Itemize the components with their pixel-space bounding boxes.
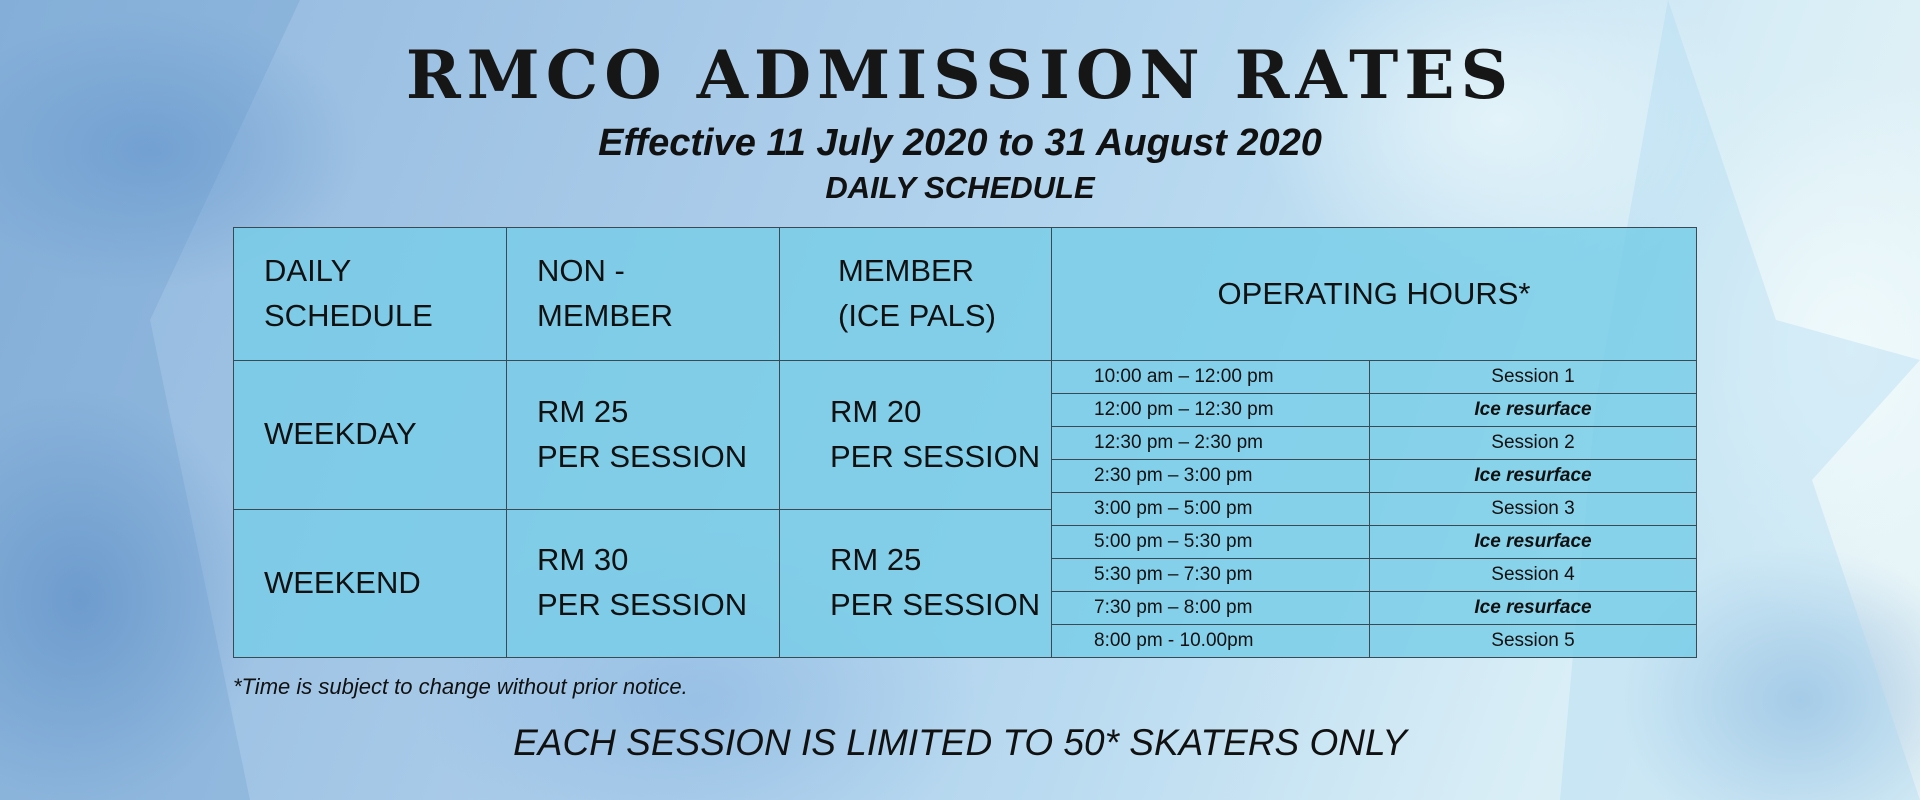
- hours-row: 2:30 pm – 3:00 pm Ice resurface: [1052, 458, 1696, 493]
- time-range: 2:30 pm – 3:00 pm: [1052, 458, 1370, 493]
- time-range: 3:00 pm – 5:00 pm: [1052, 491, 1370, 526]
- activity: Ice resurface: [1369, 524, 1696, 559]
- time-range: 12:00 pm – 12:30 pm: [1052, 392, 1370, 427]
- activity: Session 5: [1369, 623, 1696, 657]
- operating-hours-table: 10:00 am – 12:00 pm Session 1 12:00 pm – 1…: [1052, 361, 1696, 657]
- non-member-rate: RM 25 PER SESSION: [506, 360, 780, 510]
- time-range: 7:30 pm – 8:00 pm: [1052, 590, 1370, 625]
- table-header-row: DAILY SCHEDULE NON - MEMBER MEMBER (ICE PAL…: [233, 227, 1697, 361]
- day-type: WEEKDAY: [233, 360, 507, 510]
- hours-row: 7:30 pm – 8:00 pm Ice resurface: [1052, 590, 1696, 625]
- non-member-rate: RM 30 PER SESSION: [506, 508, 780, 658]
- admission-rates-table: DAILY SCHEDULE NON - MEMBER MEMBER (ICE PAL…: [233, 227, 1697, 658]
- subtitle: DAILY SCHEDULE: [825, 170, 1095, 205]
- page-title: RMCO ADMISSION RATES: [405, 36, 1515, 114]
- activity: Ice resurface: [1369, 458, 1696, 493]
- hours-row: 12:00 pm – 12:30 pm Ice resurface: [1052, 392, 1696, 427]
- time-range: 5:00 pm – 5:30 pm: [1052, 524, 1370, 559]
- hours-row: 8:00 pm - 10.00pm Session 5: [1052, 623, 1696, 657]
- header-member: MEMBER (ICE PALS): [779, 227, 1052, 361]
- header-non-member: NON - MEMBER: [506, 227, 780, 361]
- activity: Session 1: [1369, 361, 1696, 394]
- session-limit-notice: EACH SESSION IS LIMITED TO 50* SKATERS O…: [513, 722, 1407, 763]
- activity: Ice resurface: [1369, 590, 1696, 625]
- hours-row: 12:30 pm – 2:30 pm Session 2: [1052, 425, 1696, 460]
- effective-dates: Effective 11 July 2020 to 31 August 2020: [598, 122, 1322, 164]
- hours-row: 5:00 pm – 5:30 pm Ice resurface: [1052, 524, 1696, 559]
- table-row: WEEKEND RM 30 PER SESSION RM 25 PER SESSIO…: [233, 508, 1697, 658]
- member-rate: RM 20 PER SESSION: [779, 360, 1052, 510]
- table-row: WEEKDAY RM 25 PER SESSION RM 20 PER SESSIO…: [233, 360, 1697, 658]
- hours-row: 10:00 am – 12:00 pm Session 1: [1052, 361, 1696, 394]
- activity: Ice resurface: [1369, 392, 1696, 427]
- hours-row: 3:00 pm – 5:00 pm Session 3: [1052, 491, 1696, 526]
- time-range: 8:00 pm - 10.00pm: [1052, 623, 1370, 657]
- header-operating-hours: OPERATING HOURS*: [1051, 227, 1697, 361]
- activity: Session 3: [1369, 491, 1696, 526]
- time-range: 12:30 pm – 2:30 pm: [1052, 425, 1370, 460]
- member-rate: RM 25 PER SESSION: [779, 508, 1052, 658]
- time-range: 5:30 pm – 7:30 pm: [1052, 557, 1370, 592]
- activity: Session 4: [1369, 557, 1696, 592]
- header-daily-schedule: DAILY SCHEDULE: [233, 227, 507, 361]
- time-range: 10:00 am – 12:00 pm: [1052, 361, 1370, 394]
- operating-hours-cell: 10:00 am – 12:00 pm Session 1 12:00 pm – 1…: [1051, 360, 1697, 658]
- activity: Session 2: [1369, 425, 1696, 460]
- footnote: *Time is subject to change without prior…: [233, 674, 688, 699]
- hours-row: 5:30 pm – 7:30 pm Session 4: [1052, 557, 1696, 592]
- day-type: WEEKEND: [233, 508, 507, 658]
